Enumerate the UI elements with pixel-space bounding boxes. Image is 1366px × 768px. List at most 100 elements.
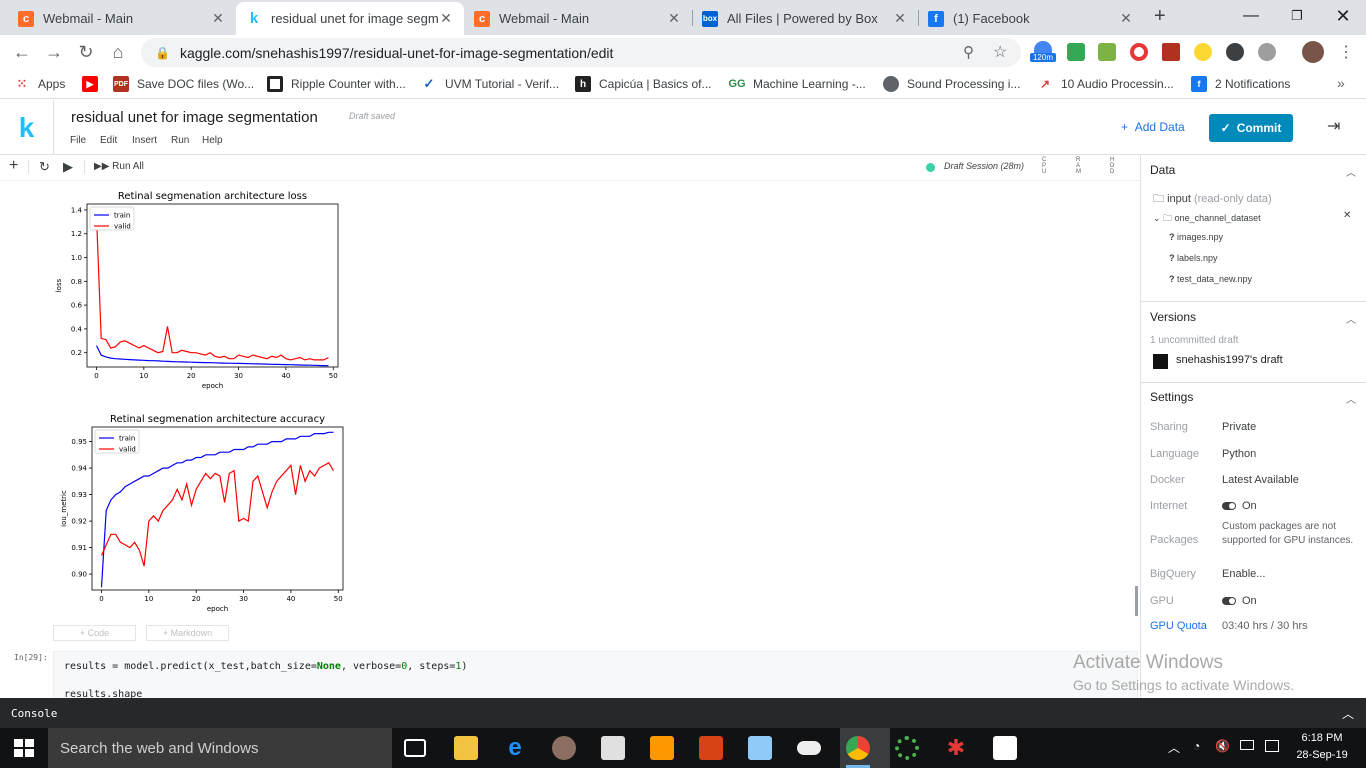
- clock-date[interactable]: 28-Sep-19: [1296, 749, 1348, 761]
- chevron-up-icon[interactable]: ︿: [1342, 707, 1355, 721]
- loading-app-icon[interactable]: [895, 736, 919, 760]
- language-value[interactable]: Python: [1222, 448, 1257, 460]
- code-cell[interactable]: results = model.predict(x_test,batch_siz…: [53, 651, 1138, 698]
- chrome-icon[interactable]: [846, 736, 870, 760]
- zoom-icon[interactable]: ⚲: [963, 44, 974, 61]
- app-icon[interactable]: [699, 736, 723, 760]
- download-extension-icon[interactable]: [1067, 43, 1085, 61]
- close-icon[interactable]: ✕: [894, 10, 906, 26]
- new-tab-icon[interactable]: +: [1154, 5, 1166, 27]
- bigquery-enable[interactable]: Enable...: [1222, 568, 1266, 580]
- docker-value[interactable]: Latest Available: [1222, 474, 1299, 486]
- session-status[interactable]: Draft Session (28m): [944, 161, 1025, 171]
- pdf-extension-icon[interactable]: [1162, 43, 1180, 61]
- extension-icon[interactable]: [1194, 43, 1212, 61]
- input-folder[interactable]: 🗀 input (read-only data): [1153, 193, 1272, 205]
- notebook-title[interactable]: residual unet for image segmentation: [71, 109, 318, 126]
- kaggle-logo[interactable]: k: [0, 100, 54, 155]
- bookmark-item[interactable]: Sound Processing i...: [883, 76, 1020, 92]
- collapse-panel-icon[interactable]: ⇥: [1327, 118, 1341, 135]
- windows-start-icon[interactable]: [14, 739, 34, 757]
- task-view-icon[interactable]: [404, 739, 426, 757]
- window-close-icon[interactable]: ✕: [1335, 5, 1351, 26]
- run-all-button[interactable]: ▶▶ Run All: [94, 161, 144, 172]
- address-bar[interactable]: 🔒 kaggle.com/snehashis1997/residual-unet…: [141, 38, 1021, 67]
- edge-icon[interactable]: e: [508, 734, 522, 761]
- add-markdown-button[interactable]: + Markdown: [146, 625, 229, 641]
- calculator-icon[interactable]: [601, 736, 625, 760]
- spider-app-icon[interactable]: ✱: [946, 735, 966, 760]
- bookmark-item[interactable]: Ripple Counter with...: [267, 76, 406, 92]
- browser-tab[interactable]: box All Files | Powered by Box ✕: [692, 2, 918, 35]
- menu-insert[interactable]: Insert: [132, 135, 158, 146]
- bookmark-item[interactable]: GG Machine Learning -...: [728, 77, 866, 91]
- add-data-button[interactable]: + Add Data: [1121, 120, 1185, 134]
- close-icon[interactable]: ✕: [1120, 10, 1132, 26]
- bookmark-item[interactable]: ↗ 10 Audio Processin...: [1037, 76, 1174, 92]
- extension-icon[interactable]: [1226, 43, 1244, 61]
- reload-icon[interactable]: ↻: [78, 41, 94, 62]
- data-section-title[interactable]: Data: [1150, 163, 1176, 177]
- settings-section-title[interactable]: Settings: [1150, 390, 1194, 404]
- bookmark-youtube[interactable]: ▶: [82, 76, 106, 92]
- file-item[interactable]: ? images.npy: [1169, 232, 1224, 242]
- gpu-quota-link[interactable]: GPU Quota: [1150, 620, 1207, 632]
- volume-muted-icon[interactable]: 🔇: [1215, 739, 1230, 753]
- extension-icon[interactable]: [1258, 43, 1276, 61]
- extension-timer[interactable]: 120m: [1030, 41, 1056, 65]
- bookmark-item[interactable]: h Capicúa | Basics of...: [575, 76, 712, 92]
- keyboard-icon[interactable]: [1265, 740, 1279, 752]
- versions-section-title[interactable]: Versions: [1150, 310, 1197, 324]
- file-item[interactable]: ? labels.npy: [1169, 253, 1218, 263]
- bookmark-item[interactable]: PDF Save DOC files (Wo...: [113, 76, 255, 92]
- menu-file[interactable]: File: [70, 135, 87, 146]
- chevron-up-icon[interactable]: ︿: [1346, 395, 1356, 406]
- wifi-icon[interactable]: ◔: [1193, 739, 1201, 753]
- add-code-button[interactable]: + Code: [53, 625, 136, 641]
- sublime-icon[interactable]: [650, 736, 674, 760]
- close-icon[interactable]: ✕: [668, 10, 680, 26]
- restart-icon[interactable]: ↻: [39, 159, 50, 174]
- star-icon[interactable]: ☆: [993, 44, 1008, 61]
- gpu-toggle[interactable]: On: [1222, 595, 1257, 607]
- browser-tab[interactable]: c Webmail - Main ✕: [8, 2, 236, 35]
- close-icon[interactable]: ✕: [440, 10, 452, 26]
- extension-icon[interactable]: [1098, 43, 1116, 61]
- forward-icon[interactable]: →: [45, 41, 63, 62]
- browser-tab[interactable]: f (1) Facebook ✕: [918, 2, 1144, 35]
- chevron-up-icon[interactable]: ︿: [1346, 315, 1356, 326]
- file-item[interactable]: ? test_data_new.npy: [1169, 274, 1253, 284]
- draft-version[interactable]: snehashis1997's draft: [1176, 354, 1283, 366]
- menu-edit[interactable]: Edit: [100, 135, 118, 146]
- restore-icon[interactable]: ❐: [1291, 8, 1303, 23]
- record-extension-icon[interactable]: [1130, 43, 1148, 61]
- home-icon[interactable]: ⌂: [112, 41, 124, 62]
- chevron-up-icon[interactable]: ︿: [1346, 168, 1356, 179]
- browser-tab-active[interactable]: k residual unet for image segme ✕: [236, 2, 464, 35]
- avatar[interactable]: [1302, 41, 1324, 63]
- dataset-folder[interactable]: ⌄ 🗀 one_channel_dataset: [1153, 213, 1261, 223]
- scrollbar-thumb[interactable]: [1135, 586, 1138, 616]
- battery-icon[interactable]: [1240, 740, 1254, 750]
- tray-chevron-icon[interactable]: ︿: [1168, 741, 1181, 755]
- internet-toggle[interactable]: On: [1222, 500, 1257, 512]
- back-icon[interactable]: ←: [13, 41, 31, 62]
- run-cell-icon[interactable]: ▶: [63, 159, 73, 174]
- menu-icon[interactable]: ⋮: [1338, 44, 1354, 61]
- bookmark-item[interactable]: f 2 Notifications: [1191, 76, 1290, 92]
- sharing-value[interactable]: Private: [1222, 421, 1257, 433]
- paint-icon[interactable]: [552, 736, 576, 760]
- bookmark-apps[interactable]: ⁙ Apps: [14, 76, 66, 92]
- image-viewer-icon[interactable]: [993, 736, 1017, 760]
- minimize-icon[interactable]: —: [1243, 7, 1259, 24]
- taskbar-search[interactable]: Search the web and Windows: [48, 728, 392, 768]
- commit-button[interactable]: ✓ Commit: [1209, 114, 1293, 142]
- console-bar[interactable]: Console ︿: [0, 698, 1366, 728]
- menu-help[interactable]: Help: [202, 135, 223, 146]
- menu-run[interactable]: Run: [171, 135, 190, 146]
- photos-icon[interactable]: [748, 736, 772, 760]
- bookmark-item[interactable]: ✓ UVM Tutorial - Verif...: [421, 76, 559, 92]
- clock-time[interactable]: 6:18 PM: [1301, 732, 1343, 744]
- add-cell-icon[interactable]: +: [9, 157, 19, 174]
- browser-tab[interactable]: c Webmail - Main ✕: [464, 2, 692, 35]
